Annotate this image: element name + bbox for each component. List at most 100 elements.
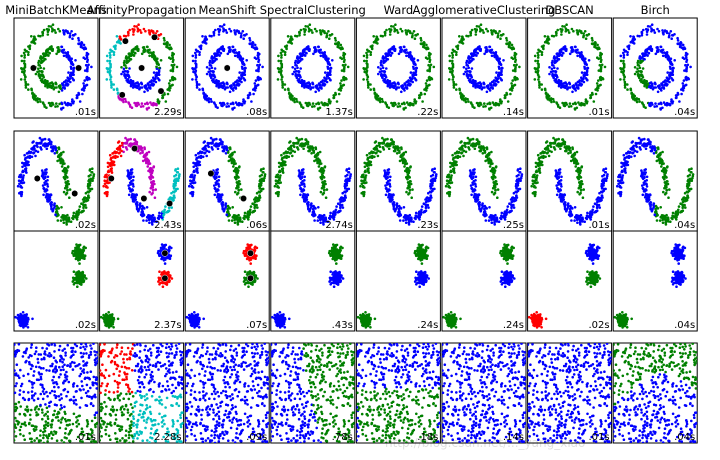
data-point [650,84,654,87]
data-point [390,25,393,28]
panel-frame [13,17,99,119]
data-point [334,39,338,42]
data-point [77,42,80,45]
data-point [369,51,373,54]
data-point [279,162,282,165]
data-point [664,52,668,55]
data-point [222,30,225,33]
data-point [108,56,112,59]
data-point [190,175,194,179]
data-point [540,83,543,86]
data-point [430,77,434,81]
data-point [84,206,88,209]
data-point [599,56,602,60]
data-point [25,160,28,163]
data-point [651,87,655,91]
data-point [462,72,466,76]
data-point [660,89,663,92]
data-point [365,73,369,77]
data-point [129,105,132,108]
data-point [215,137,218,141]
data-point [276,175,279,179]
data-point [653,81,657,85]
data-point [506,100,510,103]
data-point [382,61,385,65]
data-point [450,70,454,74]
data-point [78,100,82,103]
cluster-center [138,64,146,72]
data-point [327,77,331,80]
data-point [172,190,175,194]
data-point [484,49,488,53]
data-point [391,104,395,108]
data-point [58,102,61,106]
data-point [291,154,294,158]
data-point [342,78,346,82]
data-point [383,70,386,74]
data-point [498,60,502,64]
data-point [365,51,368,55]
data-point [554,78,557,82]
data-point [171,56,174,60]
method-title: Birch [641,3,670,17]
data-point [145,108,149,111]
data-point [451,78,455,81]
data-point [496,55,499,58]
data-point [242,216,245,220]
data-point [510,82,513,85]
data-point [157,63,160,66]
data-point [57,147,61,151]
data-point [565,84,568,87]
data-point [150,171,154,174]
cluster-center [223,64,231,72]
data-point [369,83,372,86]
data-point [345,77,348,81]
data-point [217,84,221,87]
data-point [412,71,415,75]
data-point [172,194,176,198]
data-point [392,25,395,28]
data-point [562,51,565,55]
cluster-center [75,64,83,72]
data-point [224,203,227,207]
data-point [297,78,301,82]
data-point [59,219,63,222]
panel-frame [612,17,698,119]
data-point [623,86,627,89]
data-point [23,78,27,81]
data-point [22,181,26,184]
data-point [333,36,337,40]
data-point [71,101,75,105]
data-point [513,56,517,60]
data-point [622,53,626,57]
data-point [240,80,243,84]
data-point [150,52,154,55]
data-point [464,70,467,74]
data-point [347,167,351,170]
data-point [281,169,284,173]
data-point [629,87,632,91]
data-point [460,93,464,96]
data-point [156,60,159,64]
data-point [82,198,85,201]
method-title: DBSCAN [545,3,593,17]
data-point [222,23,226,27]
data-point [319,162,323,165]
scatter-panel: .02s [13,130,99,232]
data-point [451,56,454,59]
data-point [217,86,221,89]
data-point [575,49,578,52]
data-point [319,31,322,35]
data-point [279,51,283,55]
data-point [591,39,594,42]
data-point [622,59,625,63]
data-point [557,78,561,82]
data-point [193,174,197,177]
data-point [106,59,109,63]
data-point [640,73,643,76]
data-point [86,78,89,82]
data-point [287,87,290,91]
data-point [199,47,203,51]
data-point [238,180,241,183]
data-point [452,86,456,89]
